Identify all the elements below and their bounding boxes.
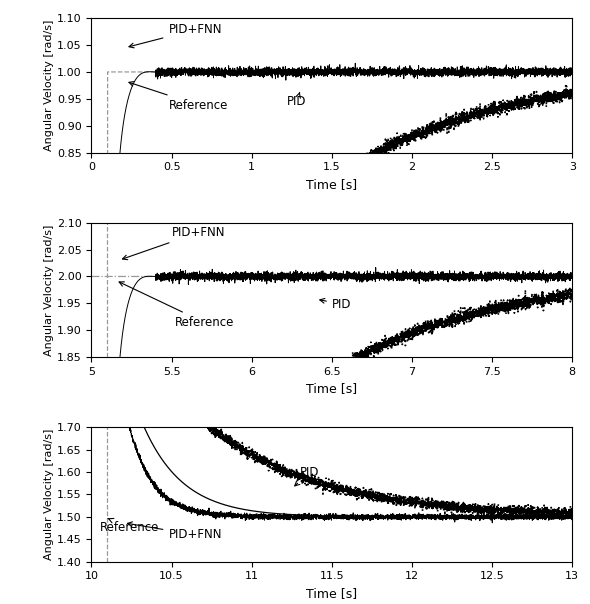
- X-axis label: Time [s]: Time [s]: [306, 178, 358, 191]
- Text: PID+FNN: PID+FNN: [129, 23, 222, 48]
- Y-axis label: Angular Velocity [rad/s]: Angular Velocity [rad/s]: [44, 224, 54, 356]
- Text: PID: PID: [287, 92, 306, 108]
- Text: PID: PID: [320, 298, 352, 310]
- Text: PID+FNN: PID+FNN: [127, 522, 222, 541]
- Text: PID+FNN: PID+FNN: [123, 226, 225, 260]
- Text: Reference: Reference: [100, 518, 159, 534]
- Text: Reference: Reference: [129, 82, 228, 112]
- Y-axis label: Angular Velocity [rad/s]: Angular Velocity [rad/s]: [44, 429, 54, 560]
- X-axis label: Time [s]: Time [s]: [306, 587, 358, 600]
- X-axis label: Time [s]: Time [s]: [306, 382, 358, 396]
- Text: Reference: Reference: [119, 282, 234, 329]
- Text: PID: PID: [295, 466, 319, 486]
- Y-axis label: Angular Velocity [rad/s]: Angular Velocity [rad/s]: [44, 20, 54, 151]
